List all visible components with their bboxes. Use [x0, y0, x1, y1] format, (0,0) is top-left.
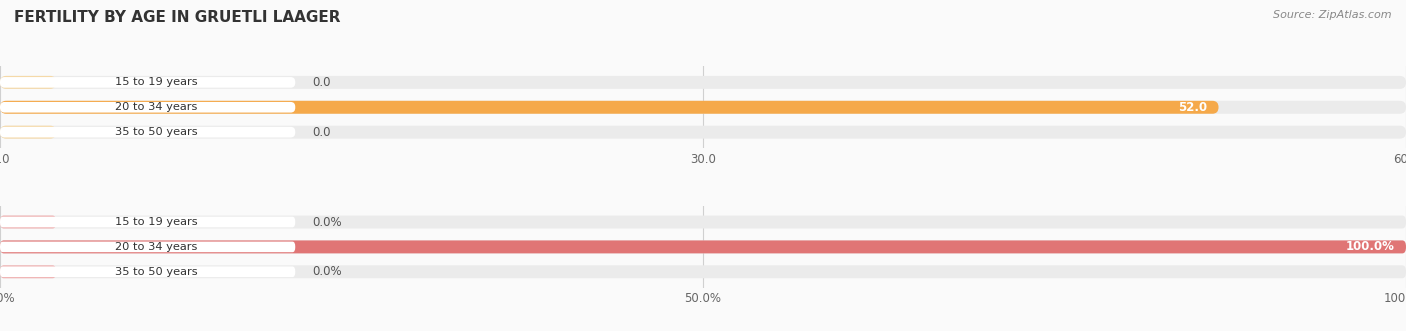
Text: 35 to 50 years: 35 to 50 years	[115, 127, 198, 137]
Text: 0.0%: 0.0%	[312, 265, 342, 278]
Text: Source: ZipAtlas.com: Source: ZipAtlas.com	[1274, 10, 1392, 20]
FancyBboxPatch shape	[0, 240, 1406, 253]
FancyBboxPatch shape	[0, 102, 295, 113]
FancyBboxPatch shape	[0, 126, 1406, 139]
Text: 20 to 34 years: 20 to 34 years	[115, 242, 198, 252]
FancyBboxPatch shape	[0, 217, 295, 227]
FancyBboxPatch shape	[0, 265, 56, 278]
Text: 0.0: 0.0	[312, 126, 330, 139]
FancyBboxPatch shape	[0, 265, 1406, 278]
FancyBboxPatch shape	[0, 215, 1406, 228]
Text: 52.0: 52.0	[1178, 101, 1208, 114]
Text: 100.0%: 100.0%	[1346, 240, 1395, 254]
FancyBboxPatch shape	[0, 76, 1406, 89]
Text: 0.0%: 0.0%	[312, 215, 342, 228]
Text: 20 to 34 years: 20 to 34 years	[115, 102, 198, 112]
FancyBboxPatch shape	[0, 101, 1219, 114]
FancyBboxPatch shape	[0, 127, 295, 137]
FancyBboxPatch shape	[0, 266, 295, 277]
Text: 15 to 19 years: 15 to 19 years	[115, 77, 198, 87]
FancyBboxPatch shape	[0, 77, 295, 88]
Text: FERTILITY BY AGE IN GRUETLI LAAGER: FERTILITY BY AGE IN GRUETLI LAAGER	[14, 10, 340, 25]
FancyBboxPatch shape	[0, 101, 1406, 114]
Text: 0.0: 0.0	[312, 76, 330, 89]
FancyBboxPatch shape	[0, 126, 56, 139]
Text: 15 to 19 years: 15 to 19 years	[115, 217, 198, 227]
FancyBboxPatch shape	[0, 242, 295, 252]
FancyBboxPatch shape	[0, 215, 56, 228]
FancyBboxPatch shape	[0, 76, 56, 89]
Text: 35 to 50 years: 35 to 50 years	[115, 267, 198, 277]
FancyBboxPatch shape	[0, 240, 1406, 253]
